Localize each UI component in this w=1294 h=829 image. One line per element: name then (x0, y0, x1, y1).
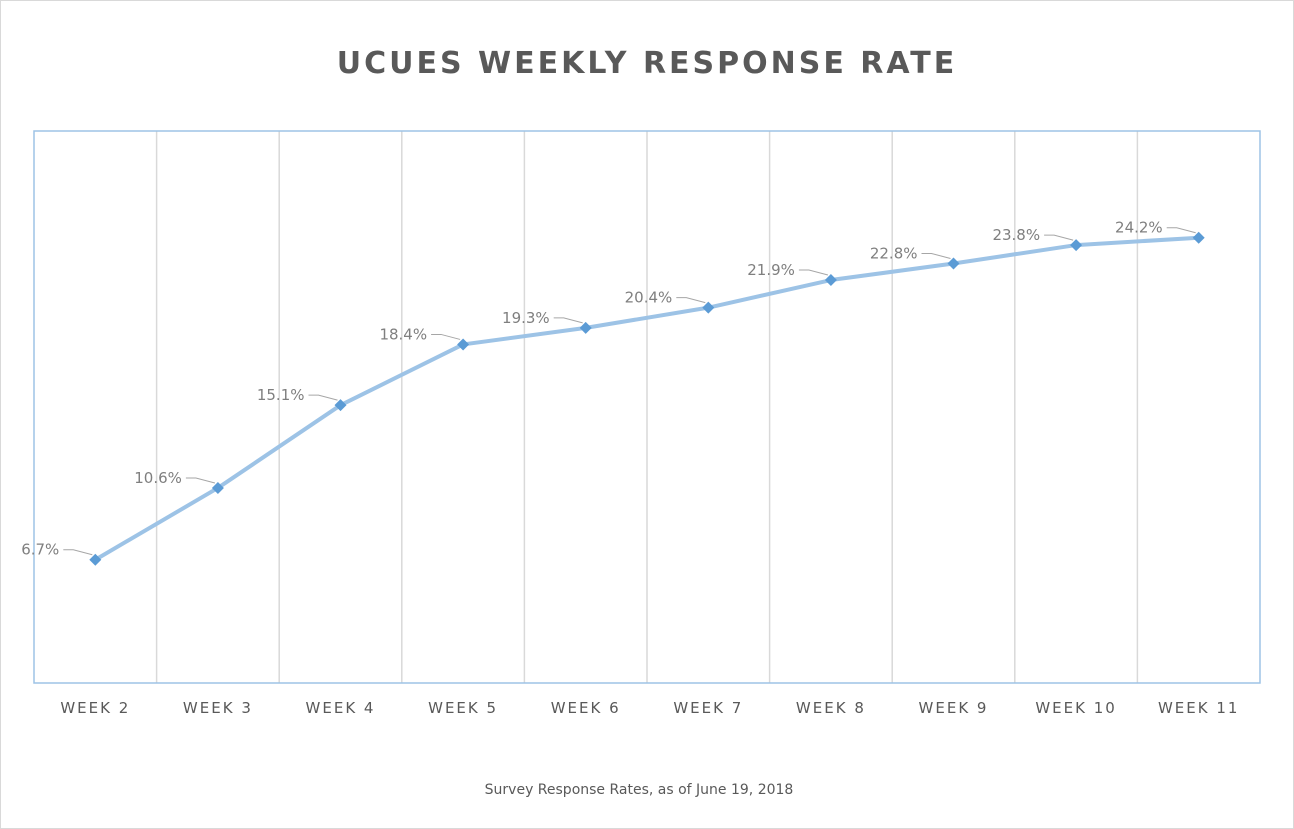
data-point-marker (457, 338, 470, 351)
x-tick-label: WEEK 9 (919, 699, 989, 717)
x-tick-label: WEEK 8 (796, 699, 866, 717)
data-label-leader (63, 549, 93, 556)
x-tick-label: WEEK 10 (1035, 699, 1116, 717)
data-point-marker (334, 399, 347, 412)
data-label-leader (308, 394, 338, 401)
x-tick-label: WEEK 4 (306, 699, 376, 717)
data-point-marker (702, 301, 715, 314)
data-label-leader (1044, 234, 1074, 241)
chart-caption: Survey Response Rates, as of June 19, 20… (485, 782, 794, 798)
x-tick-label: WEEK 2 (60, 699, 130, 717)
data-point-marker (579, 321, 592, 334)
data-point-marker (89, 553, 102, 566)
data-labels: 6.7% 10.6% 15.1% 18.4% 19.3% 20.4% 21.9% 22.8% 2… (21, 219, 1196, 559)
x-axis-ticks: WEEK 2 WEEK 3 WEEK 4 WEEK 5 WEEK 6 WEEK 7 WEEK… (60, 699, 1239, 717)
data-label-leader (798, 269, 829, 276)
data-label: 6.7% (21, 541, 59, 559)
data-point-marker (947, 257, 960, 270)
chart-title: UCUES WEEKLY RESPONSE RATE (337, 46, 958, 81)
data-point-marker (1070, 239, 1083, 252)
data-point-marker (211, 481, 224, 494)
data-label: 15.1% (257, 386, 305, 404)
series-line (94, 235, 1199, 562)
plot-area-border (33, 130, 1261, 684)
data-label-leader (676, 297, 706, 304)
gridlines (155, 131, 1139, 683)
x-tick-label: WEEK 3 (183, 699, 253, 717)
data-label: 24.2% (1115, 219, 1163, 237)
data-label: 21.9% (747, 261, 795, 279)
x-tick-label: WEEK 6 (551, 699, 621, 717)
line-series (94, 235, 1199, 562)
data-label-leader (1166, 227, 1196, 234)
data-point-marker (1192, 231, 1205, 244)
data-label: 18.4% (379, 325, 427, 343)
data-label: 23.8% (992, 226, 1040, 244)
data-label-leader (431, 333, 461, 340)
data-label-leader (553, 317, 583, 324)
data-label: 20.4% (625, 289, 673, 307)
data-label: 19.3% (502, 309, 550, 327)
data-label: 22.8% (870, 244, 918, 262)
data-label-leader (185, 477, 216, 484)
data-label-leader (921, 252, 951, 259)
data-point-marker (824, 274, 837, 287)
data-markers (89, 231, 1205, 566)
x-tick-label: WEEK 5 (428, 699, 498, 717)
x-tick-label: WEEK 11 (1158, 699, 1239, 717)
x-tick-label: WEEK 7 (673, 699, 743, 717)
data-label: 10.6% (134, 469, 182, 487)
